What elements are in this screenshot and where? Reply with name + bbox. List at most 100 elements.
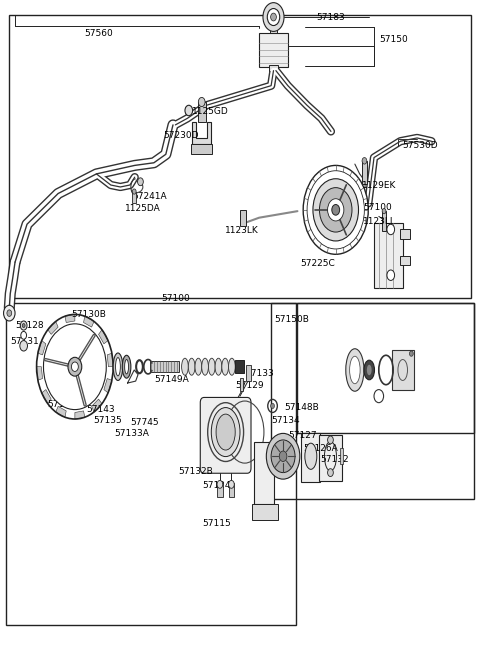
Ellipse shape xyxy=(222,358,228,375)
Ellipse shape xyxy=(195,358,202,375)
Text: 57133: 57133 xyxy=(245,369,274,378)
Bar xyxy=(298,303,474,434)
Circle shape xyxy=(409,351,413,356)
Text: 57126A: 57126A xyxy=(303,444,338,453)
Polygon shape xyxy=(107,353,113,367)
Text: 57183: 57183 xyxy=(317,12,345,22)
Bar xyxy=(150,362,179,372)
Text: 57137D: 57137D xyxy=(48,400,83,409)
Circle shape xyxy=(279,451,287,462)
Circle shape xyxy=(72,362,78,371)
Bar xyxy=(217,483,223,497)
Circle shape xyxy=(263,3,284,31)
Circle shape xyxy=(68,358,82,376)
Text: 57129: 57129 xyxy=(235,381,264,390)
FancyBboxPatch shape xyxy=(200,398,251,474)
Text: 57133A: 57133A xyxy=(115,429,149,438)
Circle shape xyxy=(332,204,340,215)
Bar xyxy=(400,229,410,239)
Polygon shape xyxy=(84,316,94,327)
Ellipse shape xyxy=(125,360,129,374)
Bar xyxy=(240,210,246,226)
Text: 1123LK: 1123LK xyxy=(225,226,258,235)
Text: 57745: 57745 xyxy=(130,418,158,427)
Circle shape xyxy=(267,9,280,26)
Circle shape xyxy=(132,189,136,194)
Bar xyxy=(9,15,471,298)
Text: 1123LJ: 1123LJ xyxy=(363,217,394,226)
Bar xyxy=(259,33,288,67)
Text: 57100: 57100 xyxy=(161,293,190,303)
Circle shape xyxy=(44,324,106,409)
Ellipse shape xyxy=(122,355,131,378)
Text: 57124: 57124 xyxy=(203,481,231,490)
Bar xyxy=(270,19,277,33)
Bar xyxy=(246,365,251,381)
Polygon shape xyxy=(92,399,102,412)
Circle shape xyxy=(327,436,333,444)
Bar xyxy=(132,191,136,203)
Text: 57241A: 57241A xyxy=(132,193,167,201)
Ellipse shape xyxy=(346,348,364,391)
Bar xyxy=(271,303,474,498)
Ellipse shape xyxy=(228,358,235,375)
Polygon shape xyxy=(192,122,211,145)
Bar xyxy=(374,223,403,288)
Circle shape xyxy=(271,403,275,409)
Ellipse shape xyxy=(367,365,372,375)
Circle shape xyxy=(313,179,359,241)
Ellipse shape xyxy=(181,358,188,375)
Ellipse shape xyxy=(116,358,120,376)
Bar xyxy=(228,483,234,497)
Text: 1125DA: 1125DA xyxy=(125,204,161,213)
Bar xyxy=(362,161,367,183)
Polygon shape xyxy=(75,411,85,419)
Bar xyxy=(191,144,212,155)
Circle shape xyxy=(362,158,367,164)
Circle shape xyxy=(3,305,15,321)
Ellipse shape xyxy=(113,353,123,381)
Bar xyxy=(400,255,410,265)
Circle shape xyxy=(271,440,295,473)
Text: 1125GD: 1125GD xyxy=(192,107,229,117)
Text: 57148B: 57148B xyxy=(284,403,319,412)
Text: 57230D: 57230D xyxy=(163,132,199,140)
Text: 1129EK: 1129EK xyxy=(362,181,396,189)
Text: 57149A: 57149A xyxy=(154,375,189,384)
Circle shape xyxy=(138,178,144,185)
Circle shape xyxy=(387,224,395,234)
Text: 57131: 57131 xyxy=(10,337,39,346)
Bar xyxy=(339,449,343,464)
Text: 57150: 57150 xyxy=(379,35,408,45)
Circle shape xyxy=(303,166,368,254)
Text: 57143: 57143 xyxy=(86,405,115,414)
Circle shape xyxy=(327,198,344,221)
Bar xyxy=(240,378,243,391)
Ellipse shape xyxy=(364,360,374,380)
Polygon shape xyxy=(38,341,46,355)
Polygon shape xyxy=(42,390,51,403)
Circle shape xyxy=(20,321,27,330)
Text: 57128: 57128 xyxy=(15,321,44,330)
Ellipse shape xyxy=(202,358,208,375)
Text: 57123: 57123 xyxy=(72,385,100,394)
Text: 57130B: 57130B xyxy=(72,310,107,319)
Circle shape xyxy=(266,434,300,479)
Bar xyxy=(6,303,297,625)
Ellipse shape xyxy=(349,356,360,384)
Bar xyxy=(382,211,386,231)
Ellipse shape xyxy=(305,443,317,470)
Text: 57225C: 57225C xyxy=(300,259,335,268)
Text: 57100: 57100 xyxy=(363,204,392,212)
Ellipse shape xyxy=(216,414,235,450)
Circle shape xyxy=(198,98,205,107)
Bar xyxy=(319,436,342,481)
Circle shape xyxy=(217,481,223,488)
Circle shape xyxy=(228,481,234,488)
Circle shape xyxy=(20,341,27,351)
Polygon shape xyxy=(104,379,112,393)
Circle shape xyxy=(382,208,386,214)
Circle shape xyxy=(387,270,395,280)
Bar xyxy=(235,360,244,373)
Polygon shape xyxy=(48,322,58,334)
